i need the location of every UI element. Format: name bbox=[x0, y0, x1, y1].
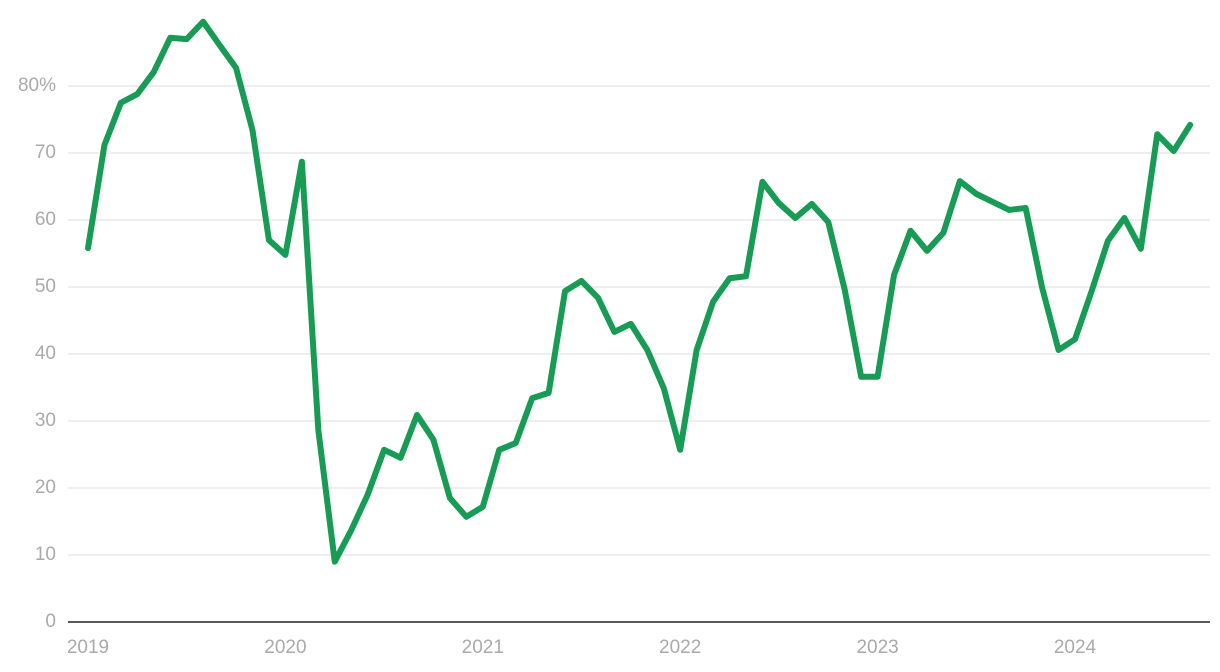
y-tick-label: 20 bbox=[35, 477, 56, 498]
x-tick-label: 2024 bbox=[1054, 637, 1097, 658]
x-tick-label: 2023 bbox=[856, 637, 898, 658]
y-tick-label: 10 bbox=[35, 544, 56, 565]
y-tick-label: 40 bbox=[35, 343, 56, 364]
x-tick-label: 2019 bbox=[67, 637, 109, 658]
x-tick-label: 2022 bbox=[659, 637, 701, 658]
y-tick-label: 30 bbox=[35, 410, 56, 431]
data-line bbox=[85, 18, 1194, 565]
y-tick-label: 60 bbox=[35, 209, 56, 230]
x-tick-label: 2021 bbox=[462, 637, 504, 658]
x-tick-label: 2020 bbox=[264, 637, 306, 658]
y-tick-label: 0 bbox=[45, 611, 56, 632]
y-tick-label: 70 bbox=[35, 142, 56, 163]
y-tick-label: 50 bbox=[35, 276, 56, 297]
y-tick-label: 80% bbox=[18, 75, 56, 96]
